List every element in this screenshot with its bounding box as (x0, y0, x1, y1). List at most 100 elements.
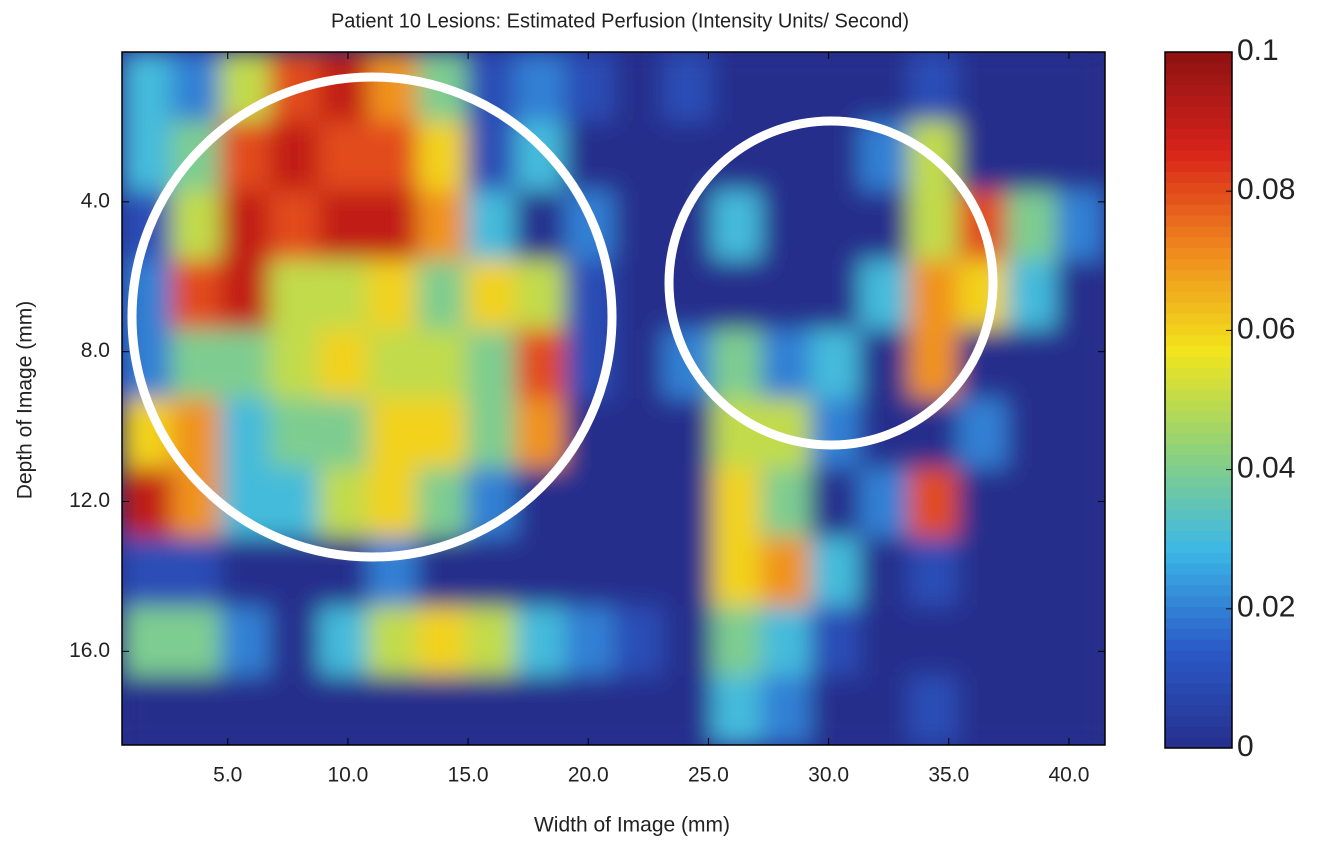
colorbar-swatch (1165, 378, 1232, 389)
heatmap-cell (1007, 399, 1057, 469)
heatmap-cell (614, 468, 664, 538)
heatmap-cell (515, 191, 565, 261)
colorbar-swatch (1165, 313, 1232, 324)
heatmap-cell (564, 537, 614, 607)
heatmap-cell (1007, 468, 1057, 538)
heatmap-cell (663, 537, 713, 607)
heatmap-cell (319, 191, 369, 261)
heatmap-cell (368, 260, 418, 330)
colorbar-swatch (1165, 335, 1232, 346)
heatmap-cell (220, 329, 270, 399)
heatmap-cell (712, 676, 762, 746)
colorbar-swatch (1165, 237, 1232, 248)
heatmap-cell (712, 329, 762, 399)
colorbar-swatch (1165, 498, 1232, 509)
heatmap-cell (958, 468, 1008, 538)
colorbar-swatch (1165, 183, 1232, 194)
heatmap-cell (269, 260, 319, 330)
heatmap-cell (220, 260, 270, 330)
colorbar-swatch (1165, 389, 1232, 400)
heatmap-cell (368, 468, 418, 538)
heatmap-cell (269, 676, 319, 746)
x-tick-label: 40.0 (1049, 764, 1090, 787)
colorbar-swatch (1165, 628, 1232, 639)
colorbar-swatch (1165, 694, 1232, 705)
heatmap-cell (859, 191, 909, 261)
colorbar-swatch (1165, 487, 1232, 498)
colorbar-swatch (1165, 324, 1232, 335)
heatmap-cell (368, 191, 418, 261)
colorbar-swatch (1165, 476, 1232, 487)
heatmap-cell (319, 52, 369, 122)
heatmap-cell (1007, 606, 1057, 676)
heatmap (122, 52, 1106, 746)
colorbar-swatch (1165, 172, 1232, 183)
heatmap-cell (663, 399, 713, 469)
heatmap-cell (614, 52, 664, 122)
colorbar-tick-label: 0.02 (1237, 591, 1295, 624)
heatmap-cell (368, 399, 418, 469)
colorbar-swatch (1165, 596, 1232, 607)
heatmap-cell (908, 191, 958, 261)
heatmap-cell (958, 606, 1008, 676)
colorbar-swatch (1165, 574, 1232, 585)
heatmap-cell (1007, 537, 1057, 607)
colorbar-swatch (1165, 520, 1232, 531)
heatmap-cell (220, 537, 270, 607)
heatmap-cell (958, 52, 1008, 122)
heatmap-cell (417, 399, 467, 469)
heatmap-cell (368, 52, 418, 122)
heatmap-cell (761, 537, 811, 607)
heatmap-cell (614, 399, 664, 469)
x-tick-label: 5.0 (213, 764, 242, 787)
heatmap-cell (368, 329, 418, 399)
x-tick-label: 30.0 (808, 764, 849, 787)
heatmap-cell (712, 606, 762, 676)
colorbar-swatch (1165, 63, 1232, 74)
colorbar-swatch (1165, 259, 1232, 270)
heatmap-cell (220, 191, 270, 261)
heatmap-cell (614, 260, 664, 330)
heatmap-cell (515, 329, 565, 399)
heatmap-cell (515, 537, 565, 607)
heatmap-cell (368, 121, 418, 191)
colorbar-swatch (1165, 346, 1232, 357)
heatmap-cell (466, 676, 516, 746)
heatmap-cell (466, 191, 516, 261)
heatmap-cell (958, 537, 1008, 607)
heatmap-cell (466, 399, 516, 469)
heatmap-cell (171, 606, 221, 676)
y-tick-label: 16.0 (69, 639, 110, 662)
colorbar-swatch (1165, 226, 1232, 237)
heatmap-cell (958, 676, 1008, 746)
heatmap-cell (908, 52, 958, 122)
heatmap-cell (1056, 606, 1106, 676)
heatmap-cell (515, 52, 565, 122)
heatmap-cell (417, 606, 467, 676)
heatmap-cell (269, 329, 319, 399)
heatmap-cell (319, 121, 369, 191)
colorbar-swatch (1165, 280, 1232, 291)
y-tick-label: 12.0 (69, 489, 110, 512)
heatmap-cell (122, 121, 172, 191)
heatmap-cell (810, 260, 860, 330)
x-tick-label: 15.0 (448, 764, 489, 787)
heatmap-cell (712, 52, 762, 122)
heatmap-cell (712, 191, 762, 261)
heatmap-cell (466, 606, 516, 676)
colorbar-tick-label: 0.08 (1237, 173, 1295, 206)
colorbar-tick-label: 0.04 (1237, 452, 1295, 485)
heatmap-cell (564, 676, 614, 746)
colorbar-swatch (1165, 215, 1232, 226)
colorbar-swatch (1165, 96, 1232, 107)
heatmap-cell (810, 468, 860, 538)
heatmap-cell (712, 468, 762, 538)
plot-area (122, 52, 1106, 746)
y-tick-label: 4.0 (81, 189, 110, 212)
heatmap-cell (1056, 191, 1106, 261)
heatmap-cell (564, 52, 614, 122)
heatmap-cell (122, 468, 172, 538)
heatmap-cell (1056, 537, 1106, 607)
colorbar-swatch (1165, 705, 1232, 716)
heatmap-cell (269, 468, 319, 538)
